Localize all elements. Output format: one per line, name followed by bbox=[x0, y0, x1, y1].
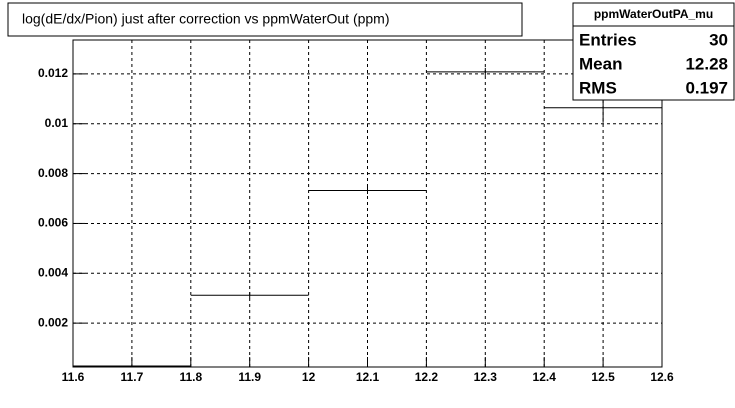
x-tick-label: 11.6 bbox=[62, 370, 85, 384]
x-tick-label: 12.2 bbox=[415, 370, 439, 384]
x-tick-label: 12.5 bbox=[591, 370, 615, 384]
stats-label: RMS bbox=[579, 78, 617, 97]
stats-value: 0.197 bbox=[685, 78, 728, 97]
y-tick-label: 0.006 bbox=[38, 216, 68, 230]
stats-label: Entries bbox=[579, 30, 637, 49]
x-tick-label: 11.9 bbox=[238, 370, 261, 384]
stats-box bbox=[572, 2, 735, 101]
title-box bbox=[7, 2, 523, 37]
stats-label: Mean bbox=[579, 54, 622, 73]
x-tick-label: 12 bbox=[302, 370, 316, 384]
y-tick-label: 0.002 bbox=[38, 315, 68, 329]
y-tick-label: 0.01 bbox=[45, 116, 69, 130]
chart-title: log(dE/dx/Pion) just after correction vs… bbox=[22, 11, 390, 27]
x-tick-label: 11.7 bbox=[121, 370, 144, 384]
stats-title: ppmWaterOutPA_mu bbox=[594, 7, 713, 21]
stats-value: 30 bbox=[709, 30, 728, 49]
x-tick-label: 12.3 bbox=[474, 370, 498, 384]
y-tick-label: 0.012 bbox=[38, 66, 68, 80]
x-tick-label: 11.8 bbox=[179, 370, 202, 384]
x-tick-label: 12.1 bbox=[356, 370, 380, 384]
x-tick-label: 12.4 bbox=[533, 370, 557, 384]
y-tick-label: 0.004 bbox=[38, 265, 68, 279]
x-tick-label: 12.6 bbox=[650, 370, 674, 384]
stats-value: 12.28 bbox=[685, 54, 728, 73]
y-tick-label: 0.008 bbox=[38, 166, 68, 180]
